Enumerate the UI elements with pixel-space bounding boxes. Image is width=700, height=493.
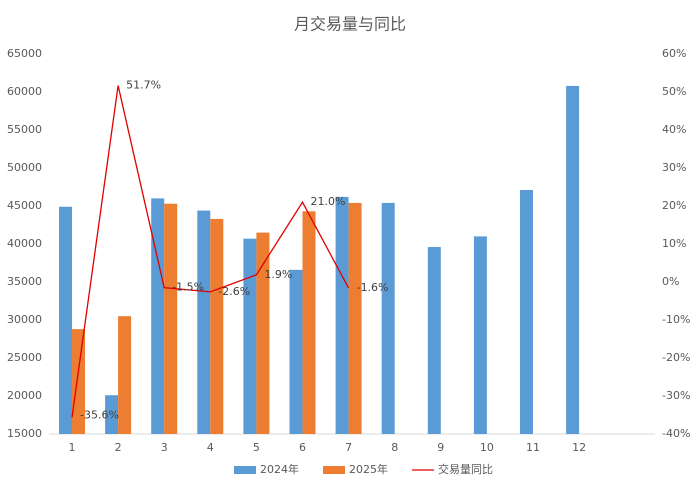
bar — [566, 85, 580, 435]
y-tick-label: 30000 — [7, 313, 42, 326]
bar — [151, 198, 165, 434]
bar — [256, 232, 270, 434]
data-label: -1.5% — [172, 281, 204, 294]
legend-label: 2025年 — [349, 462, 388, 476]
y-tick-label: 25000 — [7, 351, 42, 364]
y2-tick-label: 40% — [662, 123, 686, 136]
y2-tick-label: -40% — [662, 427, 690, 440]
x-tick-label: 12 — [572, 441, 586, 454]
legend-swatch — [234, 466, 256, 474]
data-label: 51.7% — [126, 79, 161, 92]
chart-title: 月交易量与同比 — [294, 15, 406, 34]
line — [71, 85, 350, 418]
data-label: -1.6% — [357, 281, 389, 294]
bar — [427, 247, 441, 434]
data-label: 21.0% — [311, 195, 346, 208]
x-tick-label: 2 — [115, 441, 122, 454]
x-tick-label: 6 — [299, 441, 306, 454]
bar — [210, 218, 224, 434]
y2-tick-label: 20% — [662, 199, 686, 212]
y-tick-label: 45000 — [7, 199, 42, 212]
bar — [289, 269, 303, 434]
x-tick-label: 5 — [253, 441, 260, 454]
legend-label: 2024年 — [260, 462, 299, 476]
x-tick-label: 4 — [207, 441, 214, 454]
x-tick-label: 10 — [480, 441, 494, 454]
bar — [164, 203, 178, 434]
bar — [59, 206, 72, 434]
data-label: -35.6% — [80, 408, 119, 421]
bar — [118, 316, 132, 434]
bar — [302, 211, 316, 434]
y2-tick-label: 50% — [662, 85, 686, 98]
y-tick-label: 55000 — [7, 123, 42, 136]
bar — [105, 395, 119, 434]
x-tick-label: 7 — [345, 441, 352, 454]
bar — [335, 196, 349, 434]
y-tick-label: 65000 — [7, 47, 42, 60]
y2-tick-label: -10% — [662, 313, 690, 326]
legend-swatch — [323, 466, 345, 474]
y2-tick-label: 30% — [662, 161, 686, 174]
y-tick-label: 40000 — [7, 237, 42, 250]
x-tick-label: 3 — [161, 441, 168, 454]
y-tick-label: 20000 — [7, 389, 42, 402]
y2-tick-label: 60% — [662, 47, 686, 60]
data-label: -2.6% — [218, 285, 250, 298]
bar — [197, 210, 211, 434]
y-tick-label: 60000 — [7, 85, 42, 98]
y2-tick-label: 10% — [662, 237, 686, 250]
y2-tick-label: 0% — [662, 275, 679, 288]
data-label: 1.9% — [264, 268, 292, 281]
y-tick-label: 35000 — [7, 275, 42, 288]
y2-tick-label: -30% — [662, 389, 690, 402]
legend-label: 交易量同比 — [438, 462, 493, 476]
x-tick-label: 1 — [69, 441, 76, 454]
bar — [381, 202, 395, 434]
y-tick-label: 50000 — [7, 161, 42, 174]
bar — [72, 329, 85, 434]
bar — [520, 190, 533, 434]
y-tick-label: 15000 — [7, 427, 42, 440]
x-tick-label: 11 — [526, 441, 540, 454]
x-tick-label: 8 — [391, 441, 398, 454]
bar — [243, 238, 257, 434]
x-tick-label: 9 — [437, 441, 444, 454]
bar — [473, 236, 487, 434]
y2-tick-label: -20% — [662, 351, 690, 364]
bar — [348, 202, 362, 434]
